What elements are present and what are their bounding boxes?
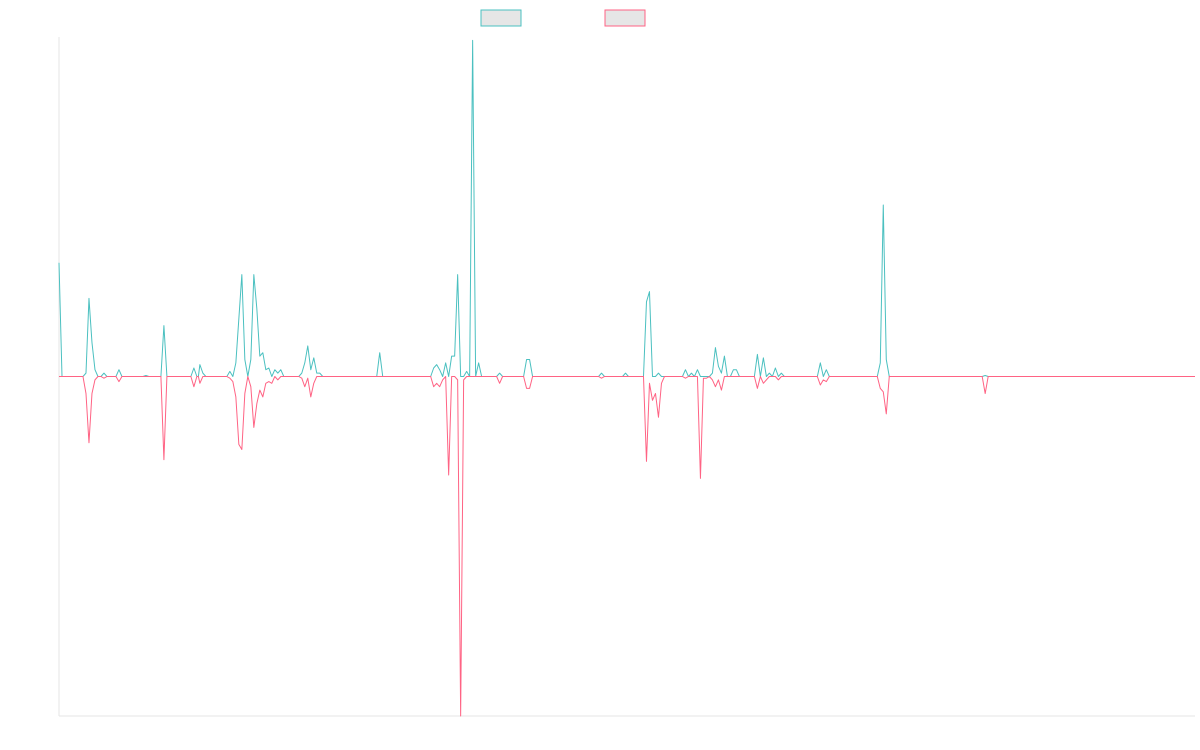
series-line-2: [59, 376, 1195, 717]
plot-area: [58, 39, 1195, 717]
series-line-1: [58, 39, 1195, 377]
legend-swatch-1[interactable]: [480, 9, 522, 27]
legend[interactable]: [480, 9, 646, 27]
legend-swatch-2[interactable]: [604, 9, 646, 27]
